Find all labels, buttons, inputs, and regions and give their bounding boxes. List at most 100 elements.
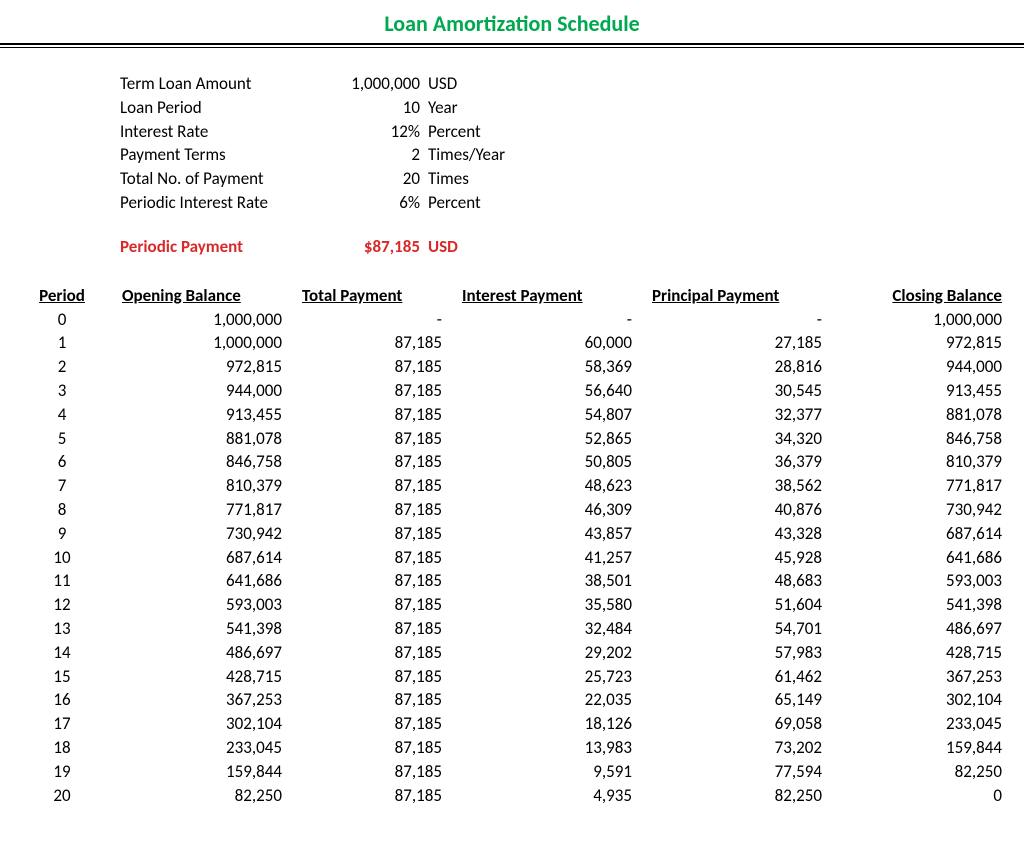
cell-interest: 50,805 [462, 450, 652, 474]
cell-interest: 4,935 [462, 784, 652, 808]
cell-interest: 38,501 [462, 569, 652, 593]
cell-period: 5 [22, 427, 102, 451]
summary-row: Periodic Interest Rate6%Percent [120, 191, 1024, 215]
table-row: 17302,10487,18518,12669,058233,045 [22, 712, 1002, 736]
cell-period: 17 [22, 712, 102, 736]
cell-principal: 82,250 [652, 784, 842, 808]
cell-opening: 233,045 [102, 736, 302, 760]
summary-label: Periodic Interest Rate [120, 191, 325, 215]
cell-period: 15 [22, 665, 102, 689]
cell-total: 87,185 [302, 427, 462, 451]
cell-closing: 486,697 [842, 617, 1002, 641]
cell-opening: 1,000,000 [102, 308, 302, 332]
cell-total: 87,185 [302, 546, 462, 570]
cell-closing: 913,455 [842, 379, 1002, 403]
table-row: 12593,00387,18535,58051,604541,398 [22, 593, 1002, 617]
cell-period: 19 [22, 760, 102, 784]
page-title: Loan Amortization Schedule [0, 0, 1024, 43]
summary-value: 1,000,000 [325, 72, 420, 96]
cell-opening: 687,614 [102, 546, 302, 570]
cell-principal: 27,185 [652, 331, 842, 355]
cell-interest: 13,983 [462, 736, 652, 760]
cell-interest: 41,257 [462, 546, 652, 570]
cell-opening: 428,715 [102, 665, 302, 689]
table-row: 11,000,00087,18560,00027,185972,815 [22, 331, 1002, 355]
title-rule-thick [0, 43, 1024, 45]
periodic-payment-label: Periodic Payment [120, 235, 325, 259]
cell-interest: 25,723 [462, 665, 652, 689]
table-row: 2082,25087,1854,93582,2500 [22, 784, 1002, 808]
cell-interest: 60,000 [462, 331, 652, 355]
cell-period: 8 [22, 498, 102, 522]
cell-closing: 159,844 [842, 736, 1002, 760]
cell-period: 14 [22, 641, 102, 665]
cell-closing: 881,078 [842, 403, 1002, 427]
summary-unit: Times/Year [428, 143, 505, 167]
cell-total: 87,185 [302, 569, 462, 593]
cell-closing: 1,000,000 [842, 308, 1002, 332]
table-row: 19159,84487,1859,59177,59482,250 [22, 760, 1002, 784]
table-row: 6846,75887,18550,80536,379810,379 [22, 450, 1002, 474]
cell-principal: 69,058 [652, 712, 842, 736]
cell-interest: 35,580 [462, 593, 652, 617]
col-header-interest: Interest Payment [462, 285, 652, 308]
summary-value: 12% [325, 120, 420, 144]
cell-total: 87,185 [302, 498, 462, 522]
cell-opening: 159,844 [102, 760, 302, 784]
cell-closing: 428,715 [842, 641, 1002, 665]
cell-closing: 541,398 [842, 593, 1002, 617]
cell-closing: 972,815 [842, 331, 1002, 355]
cell-total: 87,185 [302, 379, 462, 403]
cell-interest: - [462, 308, 652, 332]
summary-row: Interest Rate12%Percent [120, 120, 1024, 144]
summary-unit: USD [428, 72, 457, 96]
cell-period: 6 [22, 450, 102, 474]
summary-unit: Percent [428, 191, 481, 215]
cell-interest: 58,369 [462, 355, 652, 379]
cell-principal: - [652, 308, 842, 332]
cell-opening: 730,942 [102, 522, 302, 546]
cell-closing: 687,614 [842, 522, 1002, 546]
table-row: 7810,37987,18548,62338,562771,817 [22, 474, 1002, 498]
cell-principal: 48,683 [652, 569, 842, 593]
cell-total: 87,185 [302, 593, 462, 617]
cell-total: 87,185 [302, 760, 462, 784]
amortization-table: Period Opening Balance Total Payment Int… [22, 285, 1002, 808]
cell-opening: 367,253 [102, 688, 302, 712]
table-row: 15428,71587,18525,72361,462367,253 [22, 665, 1002, 689]
cell-closing: 771,817 [842, 474, 1002, 498]
cell-interest: 46,309 [462, 498, 652, 522]
summary-unit: Percent [428, 120, 481, 144]
cell-closing: 944,000 [842, 355, 1002, 379]
cell-closing: 82,250 [842, 760, 1002, 784]
cell-period: 20 [22, 784, 102, 808]
cell-opening: 846,758 [102, 450, 302, 474]
loan-summary: Term Loan Amount1,000,000USDLoan Period1… [120, 72, 1024, 259]
cell-period: 3 [22, 379, 102, 403]
cell-interest: 52,865 [462, 427, 652, 451]
cell-opening: 972,815 [102, 355, 302, 379]
cell-closing: 593,003 [842, 569, 1002, 593]
cell-period: 12 [22, 593, 102, 617]
table-row: 3944,00087,18556,64030,545913,455 [22, 379, 1002, 403]
summary-unit: Year [428, 96, 458, 120]
summary-value: 10 [325, 96, 420, 120]
cell-period: 13 [22, 617, 102, 641]
cell-closing: 0 [842, 784, 1002, 808]
cell-principal: 38,562 [652, 474, 842, 498]
cell-total: 87,185 [302, 522, 462, 546]
cell-closing: 641,686 [842, 546, 1002, 570]
cell-total: 87,185 [302, 355, 462, 379]
cell-interest: 56,640 [462, 379, 652, 403]
cell-total: - [302, 308, 462, 332]
cell-principal: 28,816 [652, 355, 842, 379]
cell-period: 16 [22, 688, 102, 712]
table-row: 18233,04587,18513,98373,202159,844 [22, 736, 1002, 760]
col-header-total: Total Payment [302, 285, 462, 308]
cell-opening: 1,000,000 [102, 331, 302, 355]
cell-total: 87,185 [302, 403, 462, 427]
cell-closing: 810,379 [842, 450, 1002, 474]
cell-principal: 51,604 [652, 593, 842, 617]
cell-opening: 593,003 [102, 593, 302, 617]
cell-opening: 913,455 [102, 403, 302, 427]
